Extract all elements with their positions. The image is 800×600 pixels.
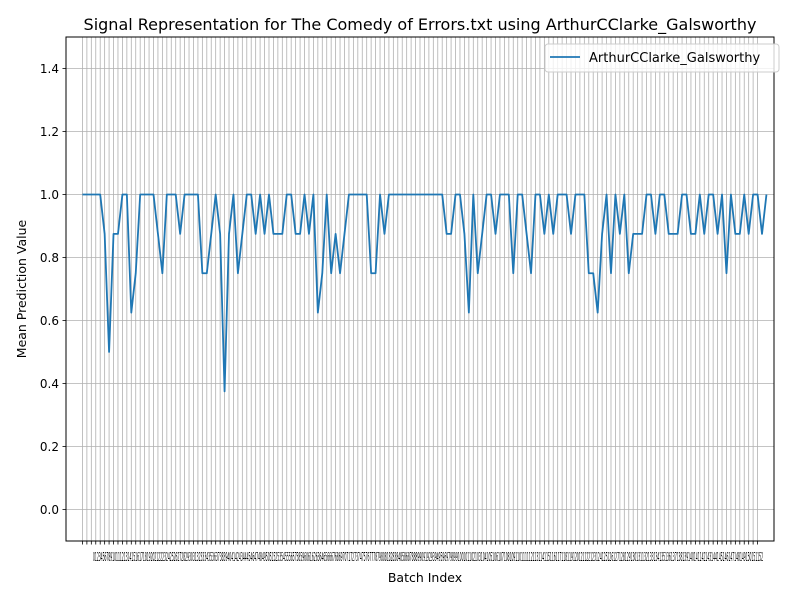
- series-line: [82, 193, 768, 393]
- x-tick-labels: 0123456789101112131415161718192021222324…: [93, 550, 763, 564]
- y-tick-label: 1.2: [40, 125, 59, 139]
- series-layer: [82, 193, 768, 393]
- y-tick-label: 0.4: [40, 377, 59, 391]
- legend-label: ArthurCClarke_Galsworthy: [589, 51, 760, 66]
- y-tick-label: 0.6: [40, 314, 59, 328]
- x-gridlines: [82, 37, 758, 541]
- x-axis-label: Batch Index: [388, 570, 462, 585]
- y-tick-label: 1.0: [40, 188, 59, 202]
- legend: ArthurCClarke_Galsworthy: [544, 43, 780, 73]
- x-axis: [82, 541, 758, 545]
- y-tick-label: 0.2: [40, 440, 59, 454]
- y-tick-label: 0.8: [40, 251, 59, 265]
- y-axis-label: Mean Prediction Value: [14, 219, 29, 358]
- y-tick-label: 1.4: [40, 62, 59, 76]
- legend-box: [544, 43, 780, 73]
- chart-title: Signal Representation for The Comedy of …: [84, 15, 757, 35]
- y-axis: 0.0 0.2 0.4 0.6 0.8 1.0 1.2 1.4: [40, 62, 66, 517]
- y-tick-label: 0.0: [40, 503, 59, 517]
